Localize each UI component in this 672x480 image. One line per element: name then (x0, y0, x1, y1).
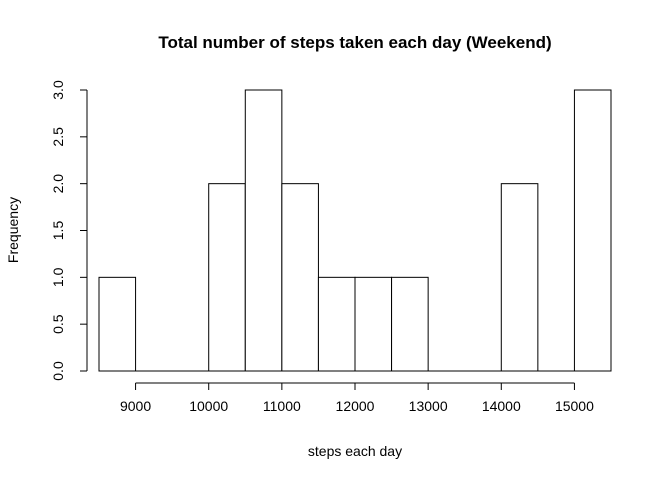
y-tick-label: 2.0 (50, 174, 66, 194)
y-axis: 0.0 0.5 1.0 1.5 2.0 2.5 3.0 (50, 80, 88, 381)
y-axis-label: Frequency (5, 197, 21, 263)
y-tick-label: 1.5 (50, 221, 66, 241)
y-tick-label: 0.5 (50, 314, 66, 334)
y-tick-label: 3.0 (50, 80, 66, 100)
x-tick-label: 11000 (263, 398, 301, 414)
x-tick-label: 13000 (409, 398, 448, 414)
chart-title: Total number of steps taken each day (We… (158, 33, 551, 52)
y-tick-label: 0.0 (50, 361, 66, 381)
histogram-bar (208, 183, 246, 372)
histogram-bar (98, 276, 137, 372)
x-tick-label: 10000 (189, 398, 228, 414)
x-tick-label: 15000 (555, 398, 594, 414)
histogram-bar (317, 276, 356, 372)
histogram-bar (354, 276, 393, 372)
x-tick-label: 9000 (120, 398, 151, 414)
histogram-bar (573, 89, 612, 372)
x-axis: 9000 10000 11000 12000 13000 14000 15000 (120, 382, 594, 414)
histogram-bar (281, 183, 319, 372)
y-tick-label: 1.0 (50, 267, 66, 287)
x-tick-label: 14000 (482, 398, 521, 414)
y-tick-label: 2.5 (50, 127, 66, 147)
histogram-bar (244, 89, 283, 372)
histogram-bar (391, 276, 429, 372)
histogram-bar (500, 183, 539, 372)
x-axis-label: steps each day (308, 443, 402, 459)
bars-group (98, 89, 612, 372)
x-tick-label: 12000 (336, 398, 375, 414)
